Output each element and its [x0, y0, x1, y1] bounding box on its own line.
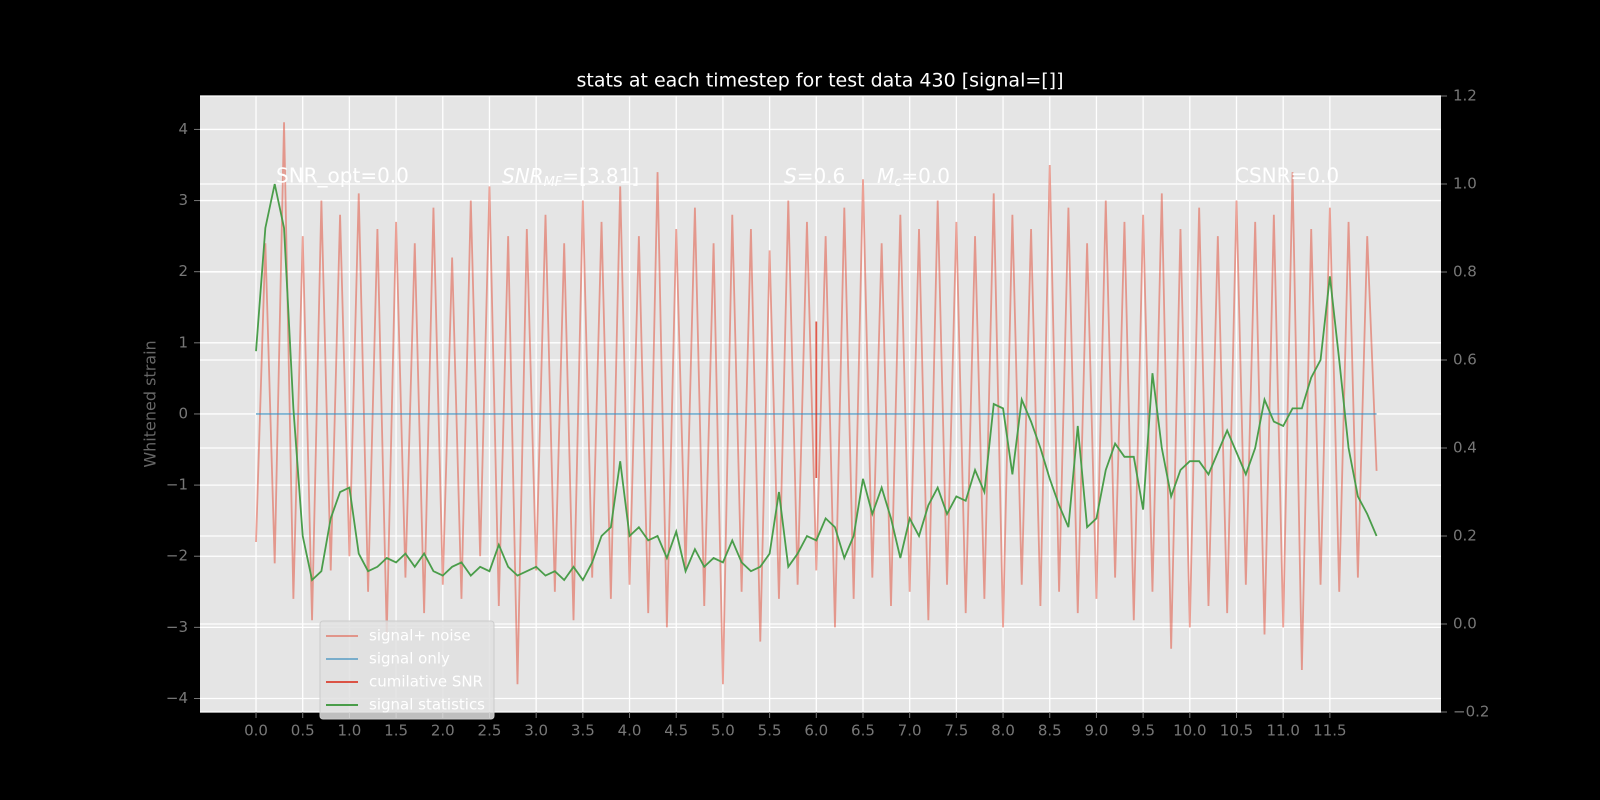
x-tick-label: 4.5 [664, 722, 688, 740]
y-tick-label: −3 [166, 618, 188, 636]
annotation: S=0.6 [784, 164, 845, 188]
x-tick-label: 1.0 [337, 722, 361, 740]
x-tick-label: 5.5 [758, 722, 782, 740]
y2-tick-label: 0.2 [1453, 527, 1477, 545]
x-tick-label: 3.5 [571, 722, 595, 740]
annotation-text: =[3.81] [562, 164, 639, 188]
legend-box [319, 620, 495, 720]
y2-tick-label: −0.2 [1453, 703, 1489, 721]
annotation-subscript: c [894, 175, 901, 190]
series-line [255, 122, 1378, 685]
y2-tick-label: 0.4 [1453, 439, 1477, 457]
y2-tick-label: 0.0 [1453, 615, 1477, 633]
legend-label: cumilative SNR [369, 673, 483, 691]
y-axis-label: Whitened strain [141, 340, 160, 467]
x-tick-label: 5.0 [711, 722, 735, 740]
y-tick-label: 0 [178, 404, 188, 422]
annotation: SNRMF=[3.81] [502, 164, 639, 190]
x-tick-label: 9.5 [1131, 722, 1155, 740]
x-tick-label: 0.0 [244, 722, 268, 740]
annotation-italic: M [877, 164, 894, 188]
y-tick-label: 1 [178, 333, 188, 351]
x-tick-label: 0.5 [291, 722, 315, 740]
x-tick-label: 11.5 [1313, 722, 1346, 740]
y-tick-label: 4 [178, 120, 188, 138]
y-tick-label: −4 [166, 689, 188, 707]
annotation: CSNR=0.0 [1235, 164, 1339, 188]
series-line [255, 183, 1378, 582]
chart-title: stats at each timestep for test data 430… [576, 70, 1063, 92]
x-tick-label: 10.0 [1173, 722, 1206, 740]
legend-label: signal only [369, 650, 450, 668]
x-tick-label: 1.5 [384, 722, 408, 740]
x-tick-label: 8.5 [1038, 722, 1062, 740]
annotation: Mc=0.0 [877, 164, 950, 190]
y-tick-label: −2 [166, 547, 188, 565]
legend-label: signal statistics [369, 696, 485, 714]
y-tick-label: −1 [166, 476, 188, 494]
x-tick-label: 2.5 [478, 722, 502, 740]
annotation-subscript: MF [544, 175, 563, 190]
x-tick-label: 10.5 [1220, 722, 1253, 740]
legend-label: signal+ noise [369, 627, 471, 645]
y-tick-label: 2 [178, 262, 188, 280]
y2-tick-label: 0.6 [1453, 351, 1477, 369]
annotation-text: =0.0 [901, 164, 950, 188]
annotation-text: =0.6 [797, 164, 846, 188]
y2-tick-label: 1.0 [1453, 175, 1477, 193]
x-tick-label: 7.0 [898, 722, 922, 740]
x-tick-label: 9.0 [1085, 722, 1109, 740]
annotation: SNR_opt=0.0 [276, 164, 409, 188]
y-tick-label: 3 [178, 191, 188, 209]
y2-tick-label: 0.8 [1453, 263, 1477, 281]
x-tick-label: 6.0 [804, 722, 828, 740]
x-tick-label: 8.0 [991, 722, 1015, 740]
annotation-italic: S [784, 164, 797, 188]
x-tick-label: 4.0 [618, 722, 642, 740]
x-tick-label: 2.0 [431, 722, 455, 740]
x-tick-label: 6.5 [851, 722, 875, 740]
x-tick-label: 11.0 [1266, 722, 1299, 740]
x-tick-label: 3.0 [524, 722, 548, 740]
x-tick-label: 7.5 [944, 722, 968, 740]
annotation-italic: SNR [502, 164, 544, 188]
y2-tick-label: 1.2 [1453, 87, 1477, 105]
